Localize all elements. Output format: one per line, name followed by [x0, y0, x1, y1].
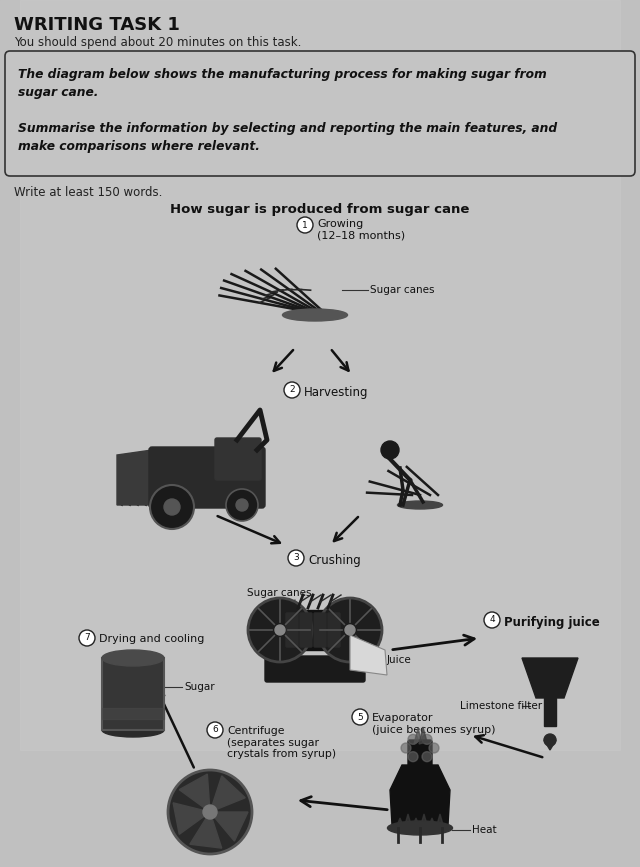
- FancyBboxPatch shape: [5, 51, 635, 176]
- FancyBboxPatch shape: [280, 610, 350, 650]
- Ellipse shape: [102, 723, 164, 737]
- FancyBboxPatch shape: [408, 740, 432, 769]
- Text: You should spend about 20 minutes on this task.: You should spend about 20 minutes on thi…: [14, 36, 301, 49]
- Circle shape: [207, 722, 223, 738]
- Polygon shape: [544, 740, 556, 750]
- Circle shape: [297, 217, 313, 233]
- Text: 5: 5: [357, 713, 363, 721]
- Text: Drying and cooling: Drying and cooling: [99, 634, 204, 644]
- Circle shape: [352, 709, 368, 725]
- Text: How sugar is produced from sugar cane: How sugar is produced from sugar cane: [170, 203, 470, 216]
- Text: 3: 3: [293, 553, 299, 563]
- Polygon shape: [420, 814, 428, 828]
- Polygon shape: [412, 818, 420, 828]
- FancyBboxPatch shape: [328, 613, 340, 647]
- Text: Growing
(12–18 months): Growing (12–18 months): [317, 219, 405, 241]
- Polygon shape: [428, 818, 436, 828]
- Polygon shape: [212, 776, 245, 810]
- Text: Centrifuge
(separates sugar
crystals from syrup): Centrifuge (separates sugar crystals fro…: [227, 726, 336, 759]
- Polygon shape: [173, 803, 204, 834]
- Circle shape: [408, 734, 418, 745]
- FancyBboxPatch shape: [102, 658, 164, 730]
- Circle shape: [168, 770, 252, 854]
- Polygon shape: [390, 765, 450, 825]
- FancyBboxPatch shape: [544, 698, 556, 726]
- Bar: [20, 0, 620, 750]
- Circle shape: [429, 743, 439, 753]
- FancyBboxPatch shape: [300, 613, 312, 647]
- Circle shape: [408, 752, 418, 762]
- Polygon shape: [179, 774, 209, 808]
- FancyBboxPatch shape: [265, 656, 365, 682]
- Circle shape: [544, 734, 556, 746]
- Polygon shape: [350, 635, 387, 675]
- Polygon shape: [436, 814, 444, 828]
- Text: sugar cane.: sugar cane.: [18, 86, 99, 99]
- Text: WRITING TASK 1: WRITING TASK 1: [14, 16, 180, 34]
- Text: Harvesting: Harvesting: [304, 386, 369, 399]
- Text: 2: 2: [289, 386, 295, 394]
- Text: The diagram below shows the manufacturing process for making sugar from: The diagram below shows the manufacturin…: [18, 68, 547, 81]
- Circle shape: [275, 625, 285, 635]
- Polygon shape: [419, 727, 427, 744]
- Polygon shape: [190, 818, 221, 848]
- Text: Juice: Juice: [387, 655, 412, 665]
- Circle shape: [248, 598, 312, 662]
- Circle shape: [150, 485, 194, 529]
- Circle shape: [422, 734, 432, 745]
- Circle shape: [345, 625, 355, 635]
- Text: Sugar canes: Sugar canes: [370, 285, 435, 295]
- Text: Purifying juice: Purifying juice: [504, 616, 600, 629]
- Circle shape: [284, 382, 300, 398]
- Circle shape: [288, 550, 304, 566]
- Text: Sugar canes: Sugar canes: [247, 588, 312, 598]
- Text: Summarise the information by selecting and reporting the main features, and: Summarise the information by selecting a…: [18, 122, 557, 135]
- Polygon shape: [414, 728, 421, 744]
- Polygon shape: [214, 812, 248, 841]
- FancyBboxPatch shape: [215, 438, 261, 480]
- Circle shape: [236, 499, 248, 511]
- Circle shape: [203, 805, 217, 819]
- Ellipse shape: [282, 309, 348, 321]
- FancyBboxPatch shape: [314, 613, 326, 647]
- FancyBboxPatch shape: [102, 708, 164, 720]
- Ellipse shape: [387, 821, 452, 835]
- Text: make comparisons where relevant.: make comparisons where relevant.: [18, 140, 260, 153]
- Circle shape: [381, 441, 399, 459]
- Text: Limestone filter: Limestone filter: [460, 701, 542, 711]
- Circle shape: [484, 612, 500, 628]
- Polygon shape: [117, 450, 152, 505]
- Text: Sugar: Sugar: [184, 681, 214, 692]
- FancyBboxPatch shape: [149, 447, 265, 508]
- Ellipse shape: [102, 650, 164, 666]
- Circle shape: [226, 489, 258, 521]
- Text: Write at least 150 words.: Write at least 150 words.: [14, 186, 163, 199]
- Circle shape: [164, 499, 180, 515]
- Text: Evaporator
(juice becomes syrup): Evaporator (juice becomes syrup): [372, 713, 495, 734]
- Circle shape: [422, 752, 432, 762]
- Text: Heat: Heat: [472, 825, 497, 835]
- Ellipse shape: [397, 501, 442, 509]
- Text: 6: 6: [212, 726, 218, 734]
- Polygon shape: [396, 818, 404, 828]
- Text: 1: 1: [302, 220, 308, 230]
- FancyBboxPatch shape: [286, 613, 298, 647]
- Circle shape: [79, 630, 95, 646]
- Text: Crushing: Crushing: [308, 554, 361, 567]
- Polygon shape: [404, 814, 412, 828]
- Polygon shape: [522, 658, 578, 698]
- Circle shape: [318, 598, 382, 662]
- Text: 4: 4: [489, 616, 495, 624]
- Circle shape: [401, 743, 411, 753]
- Text: 7: 7: [84, 634, 90, 642]
